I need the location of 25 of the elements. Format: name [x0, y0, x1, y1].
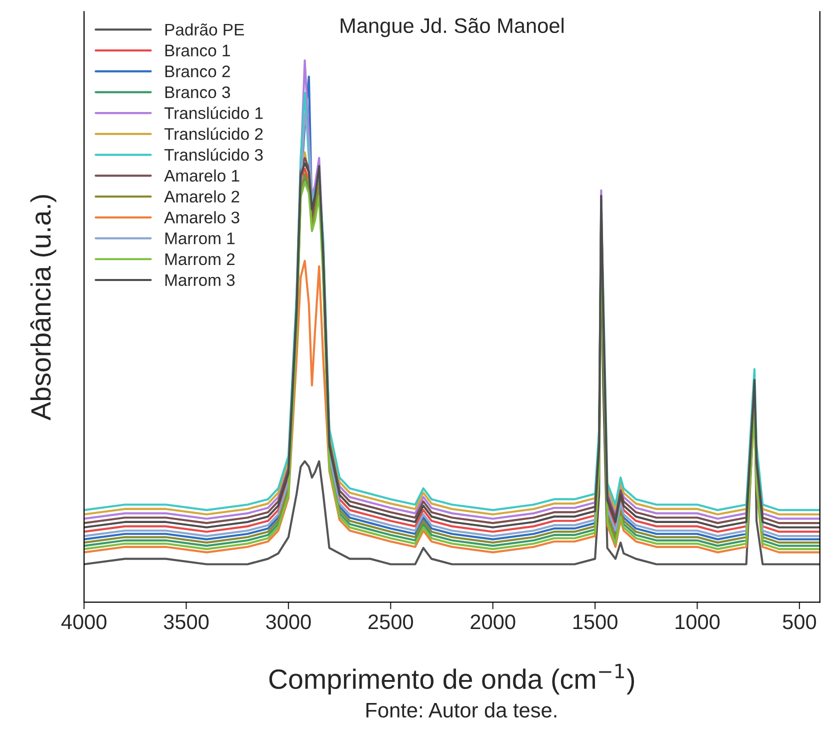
legend-label: Translúcido 2: [164, 127, 263, 140]
x-tick-label: 500: [782, 614, 816, 630]
x-axis-title: Comprimento de onda (cm$^{−1}$): [269, 664, 634, 695]
legend-label: Translúcido 3: [164, 148, 263, 161]
x-tick-label: 3000: [266, 614, 311, 630]
legend-label: Marrom 1: [165, 232, 235, 244]
legend-label: Branco 3: [165, 86, 230, 98]
chart-title: Mangue Jd. São Manoel: [340, 18, 564, 38]
legend-label: Amarelo 3: [164, 211, 240, 224]
y-axis-title: Absorbância (u.a.): [30, 195, 56, 420]
legend-label: Branco 1: [165, 44, 230, 56]
legend-label: Branco 2: [165, 66, 230, 78]
legend-label: Marrom 3: [165, 274, 235, 286]
legend-label: Marrom 2: [165, 253, 235, 266]
x-tick-label: 2000: [470, 614, 516, 630]
legend-label: Padrão PE: [165, 23, 244, 36]
x-tick-label: 2500: [368, 614, 414, 630]
legend-label: Amarelo 1: [164, 169, 240, 182]
legend-label: Translúcido 1: [164, 106, 263, 120]
x-tick-label: 4000: [61, 614, 106, 630]
x-tick-label: 1500: [573, 614, 618, 630]
x-tick-label: 1000: [676, 614, 720, 630]
source-note: Fonte: Autor da tese.: [366, 702, 556, 718]
legend-label: Amarelo 2: [164, 190, 240, 203]
x-tick-label: 3500: [164, 614, 209, 630]
